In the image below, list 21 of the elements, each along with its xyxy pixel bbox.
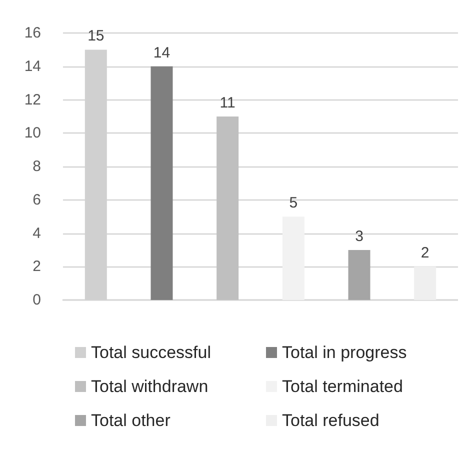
y-tick-label: 2 bbox=[32, 258, 41, 276]
data-label: 15 bbox=[88, 28, 104, 45]
y-tick-label: 0 bbox=[32, 292, 41, 308]
y-tick-label: 10 bbox=[24, 124, 41, 142]
legend-label: Total terminated bbox=[282, 377, 403, 396]
legend-label: Total in progress bbox=[282, 343, 407, 362]
legend-label: Total refused bbox=[282, 411, 380, 430]
data-label: 2 bbox=[420, 244, 430, 262]
legend-label: Total withdrawn bbox=[91, 377, 208, 396]
data-label: 5 bbox=[289, 194, 298, 212]
data-label: 3 bbox=[355, 228, 364, 245]
data-label: 11 bbox=[220, 94, 236, 112]
legend-label: Total other bbox=[91, 411, 171, 430]
data-label: 14 bbox=[153, 44, 170, 62]
legend-label: Total successful bbox=[91, 343, 211, 362]
y-tick-label: 14 bbox=[24, 58, 41, 75]
y-tick-label: 12 bbox=[24, 91, 41, 108]
y-tick-label: 6 bbox=[32, 191, 41, 208]
y-tick-label: 16 bbox=[24, 24, 41, 42]
y-tick-label: 8 bbox=[32, 158, 41, 175]
y-tick-label: 4 bbox=[32, 224, 41, 242]
